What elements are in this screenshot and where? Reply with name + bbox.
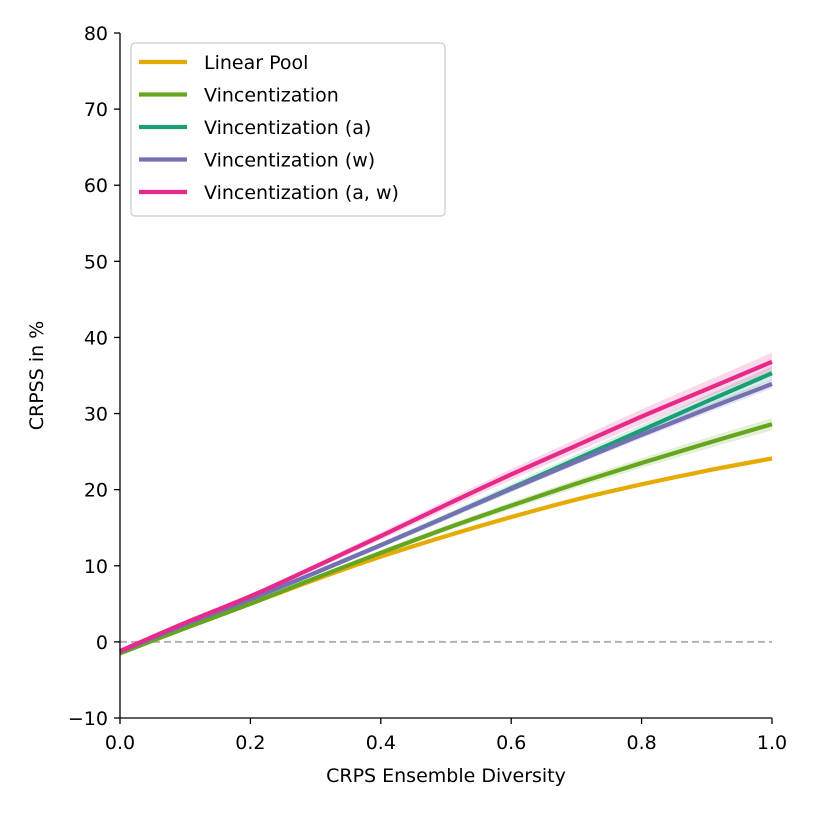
- x-tick-label: 1.0: [757, 732, 787, 754]
- series-lines: [119, 359, 773, 656]
- y-tick-label: 0: [96, 632, 108, 654]
- x-axis-title: CRPS Ensemble Diversity: [326, 765, 566, 787]
- y-tick-label: 20: [84, 480, 108, 502]
- x-tick-label: 0.6: [496, 732, 526, 754]
- legend-label: Linear Pool: [204, 52, 308, 74]
- series-line-4: [119, 359, 773, 653]
- legend-label: Vincentization (a, w): [204, 182, 399, 204]
- x-tick-label: 0.2: [235, 732, 265, 754]
- series-line-3: [119, 381, 773, 654]
- y-tick-label: 10: [84, 556, 108, 578]
- x-tick-label: 0.4: [366, 732, 396, 754]
- x-tick-label: 0.0: [105, 732, 135, 754]
- series-line-0: [119, 456, 773, 656]
- legend: Linear Pool Vincentization Vincentization …: [130, 42, 446, 217]
- legend-items: Linear Pool Vincentization Vincentization …: [139, 52, 399, 204]
- y-tick-label: 70: [84, 99, 108, 121]
- y-tick-label: 60: [84, 175, 108, 197]
- series-line-1: [119, 422, 773, 656]
- band-0: [120, 456, 772, 654]
- y-tick-label: 80: [84, 23, 108, 45]
- legend-label: Vincentization (a): [204, 117, 371, 139]
- y-ticks: −10 0 10 20 30 40 50 60 70 80: [68, 23, 120, 730]
- legend-frame: [130, 42, 446, 217]
- y-tick-label: 50: [84, 251, 108, 273]
- legend-label: Vincentization (w): [204, 150, 375, 172]
- x-tick-label: 0.8: [626, 732, 656, 754]
- x-ticks: 0.0 0.2 0.4 0.6 0.8 1.0: [105, 718, 787, 754]
- y-axis-title: CRPSS in %: [26, 321, 48, 431]
- y-tick-label: 40: [84, 327, 108, 349]
- y-tick-label: 30: [84, 404, 108, 426]
- y-tick-label: −10: [68, 708, 108, 730]
- band-1: [120, 418, 772, 654]
- legend-label: Vincentization: [204, 85, 339, 107]
- band-4: [120, 352, 772, 652]
